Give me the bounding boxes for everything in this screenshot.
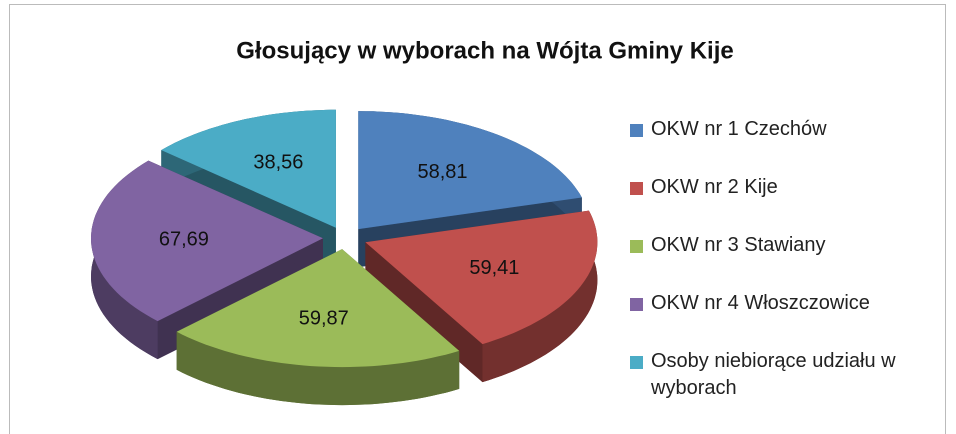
legend-swatch xyxy=(630,124,643,137)
legend-swatch xyxy=(630,240,643,253)
legend: OKW nr 1 Czechów OKW nr 2 Kije OKW nr 3 St… xyxy=(630,118,930,408)
pie-slice xyxy=(161,109,336,228)
legend-swatch xyxy=(630,298,643,311)
legend-label: OKW nr 2 Kije xyxy=(651,176,778,198)
pie-slice xyxy=(358,111,582,230)
legend-label: Osoby niebiorące udziału w wyborach xyxy=(651,350,896,399)
data-label: 59,41 xyxy=(469,257,519,279)
legend-item: OKW nr 2 Kije xyxy=(630,176,930,234)
slice-side xyxy=(482,210,598,383)
legend-swatch xyxy=(630,356,643,369)
legend-label: OKW nr 3 Stawiany xyxy=(651,234,826,256)
legend-item: OKW nr 1 Czechów xyxy=(630,118,930,176)
legend-item: OKW nr 3 Stawiany xyxy=(630,234,930,292)
pie-slice xyxy=(176,249,460,368)
data-label: 67,69 xyxy=(159,229,209,251)
chart-frame xyxy=(9,4,946,434)
pie-slice xyxy=(365,210,598,345)
legend-item: Osoby niebiorące udziału w wyborach xyxy=(630,350,930,408)
data-label: 38,56 xyxy=(253,152,303,174)
legend-item: OKW nr 4 Włoszczowice xyxy=(630,292,930,350)
legend-label: OKW nr 1 Czechów xyxy=(651,118,827,140)
legend-label: OKW nr 4 Włoszczowice xyxy=(651,292,870,314)
data-label: 59,87 xyxy=(299,308,349,330)
chart-title: Głosujący w wyborach na Wójta Gminy Kije xyxy=(236,37,733,64)
data-label: 58,81 xyxy=(417,161,467,183)
slice-side xyxy=(176,331,460,406)
pie-slice xyxy=(91,160,323,322)
legend-swatch xyxy=(630,182,643,195)
